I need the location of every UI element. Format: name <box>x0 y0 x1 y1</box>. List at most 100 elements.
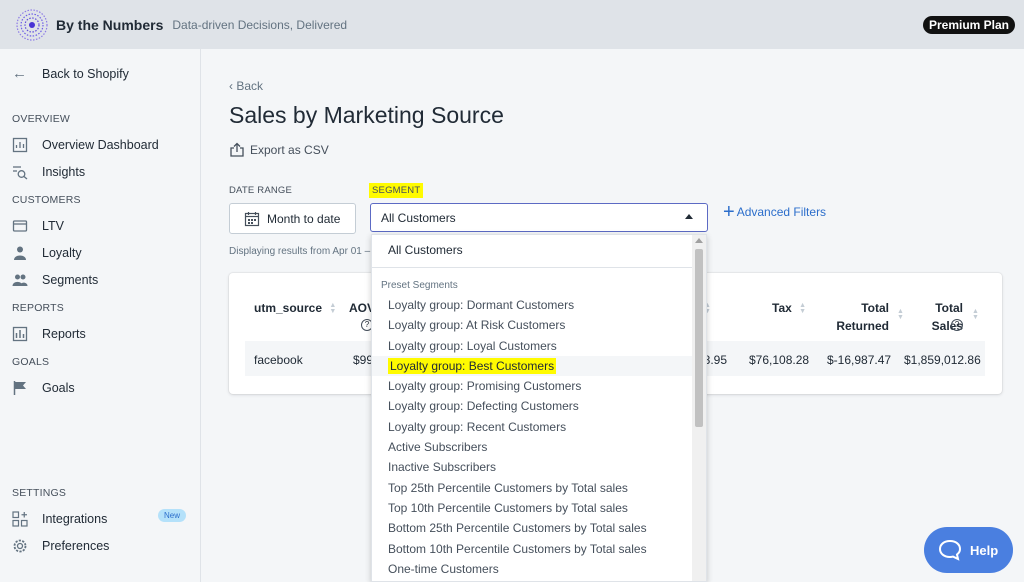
dropdown-group-label: Preset Segments <box>381 280 458 291</box>
segment-select-value: All Customers <box>381 211 456 225</box>
sidebar-item-label: Goals <box>42 381 75 395</box>
dropdown-option[interactable]: Active Subscribers <box>388 440 488 455</box>
apps-icon <box>12 511 42 527</box>
export-label: Export as CSV <box>250 143 329 157</box>
advanced-filters-button[interactable]: + Advanced Filters <box>723 202 827 222</box>
date-range-label: DATE RANGE <box>229 185 293 196</box>
date-range-button[interactable]: Month to date <box>229 203 356 234</box>
cell-utm-source: facebook <box>254 353 303 367</box>
caret-up-icon <box>685 214 693 219</box>
sort-icon: ▲ ▼ <box>329 301 337 315</box>
sidebar-item-label: Integrations <box>42 512 108 526</box>
sort-icon: ▲ ▼ <box>972 308 979 321</box>
sidebar-item-segments[interactable]: Segments <box>12 270 98 290</box>
sidebar-item-loyalty[interactable]: Loyalty <box>12 243 82 263</box>
dropdown-option[interactable]: Loyalty group: At Risk Customers <box>388 318 566 333</box>
dropdown-option[interactable]: Bottom 10th Percentile Customers by Tota… <box>388 541 647 556</box>
column-header-utm-source[interactable]: utm_source ▲ ▼ <box>254 301 337 315</box>
chat-bubble-icon <box>938 539 962 561</box>
new-badge: New <box>158 509 187 522</box>
calendar-icon <box>244 211 260 226</box>
dropdown-option-label: Loyalty group: Best Customers <box>388 357 557 374</box>
column-header-aov[interactable]: AOV <box>349 301 375 315</box>
help-button[interactable]: Help <box>924 527 1013 573</box>
cell-tax: $76,108.28 <box>749 353 810 367</box>
section-settings: SETTINGS <box>12 487 67 499</box>
advanced-filters-label: Advanced Filters <box>736 205 827 219</box>
sidebar: ← Back to Shopify OVERVIEW Overview Dash… <box>0 49 201 582</box>
gear-icon <box>12 538 42 554</box>
dropdown-option[interactable]: Inactive Subscribers <box>388 460 497 475</box>
section-overview: OVERVIEW <box>12 113 71 125</box>
dropdown-option[interactable]: Loyalty group: Promising Customers <box>388 379 582 394</box>
export-csv-button[interactable]: Export as CSV <box>229 142 329 158</box>
sidebar-item-ltv[interactable]: LTV <box>12 216 64 236</box>
dropdown-option[interactable]: Bottom 25th Percentile Customers by Tota… <box>388 521 647 536</box>
column-header-label: AOV <box>349 301 376 315</box>
section-reports: REPORTS <box>12 302 64 314</box>
date-range-value: Month to date <box>267 211 341 226</box>
sidebar-item-label: Loyalty <box>42 246 82 260</box>
column-header-label: Tax <box>772 301 792 315</box>
cell-aov: $99 <box>353 353 374 367</box>
sort-icon: ▲ ▼ <box>799 301 807 315</box>
column-header-tax[interactable]: Tax ▲ ▼ <box>772 301 807 315</box>
dropdown-option[interactable]: Loyalty group: Defecting Customers <box>388 399 579 414</box>
sidebar-item-label: Insights <box>42 165 86 179</box>
dropdown-option-all-customers[interactable]: All Customers <box>372 235 706 268</box>
sidebar-item-label: Reports <box>42 327 86 341</box>
cell-total-returned: $-16,987.47 <box>827 353 892 367</box>
segment-select[interactable]: All Customers <box>370 203 708 232</box>
person-icon <box>12 245 42 261</box>
brand-name: By the Numbers <box>56 16 164 33</box>
bar-chart-icon <box>12 326 42 342</box>
sidebar-item-overview-dashboard[interactable]: Overview Dashboard <box>12 135 159 155</box>
column-header-label: Returned <box>836 319 889 333</box>
sidebar-item-label: Preferences <box>42 539 110 553</box>
sidebar-item-reports[interactable]: Reports <box>12 324 86 344</box>
dropdown-option[interactable]: Loyalty group: Dormant Customers <box>388 298 575 312</box>
section-goals: GOALS <box>12 356 50 368</box>
dropdown-option[interactable]: Top 10th Percentile Customers by Total s… <box>388 500 628 515</box>
column-header-label: Total <box>861 301 889 315</box>
help-label: Help <box>970 542 999 558</box>
sidebar-item-integrations[interactable]: Integrations <box>12 509 107 529</box>
insights-search-icon <box>12 164 42 180</box>
dashboard-icon <box>12 137 42 153</box>
chevron-left-icon: ‹ <box>229 79 233 93</box>
scroll-up-arrow-icon[interactable] <box>695 238 703 243</box>
column-header-total-returned[interactable]: Total Returned <box>819 301 889 333</box>
dropdown-option-highlighted[interactable]: Loyalty group: Best Customers <box>372 355 706 377</box>
column-header-label: utm_source <box>254 301 323 315</box>
help-circle-icon[interactable]: ? <box>951 319 963 331</box>
displaying-results-text: Displaying results from Apr 01 – <box>229 246 371 257</box>
top-bar: By the Numbers Data-driven Decisions, De… <box>0 0 1024 49</box>
brand-logo-icon[interactable] <box>16 8 48 41</box>
sidebar-item-preferences[interactable]: Preferences <box>12 536 109 556</box>
dropdown-option[interactable]: Loyalty group: Recent Customers <box>388 419 567 434</box>
section-customers: CUSTOMERS <box>12 194 81 206</box>
back-to-shopify-link[interactable]: ← Back to Shopify <box>12 65 129 82</box>
sidebar-item-goals[interactable]: Goals <box>12 378 75 398</box>
brand-tagline: Data-driven Decisions, Delivered <box>172 17 348 32</box>
back-label: Back <box>236 79 264 93</box>
segment-label: SEGMENT <box>369 183 424 198</box>
group-icon <box>12 272 42 288</box>
dropdown-option[interactable]: One-time Customers <box>388 561 499 576</box>
plan-badge[interactable]: Premium Plan <box>922 16 1015 34</box>
cell-total-sales: $1,859,012.86 <box>904 353 981 367</box>
scrollbar-thumb[interactable] <box>695 249 703 427</box>
sort-icon: ▲ ▼ <box>704 301 711 315</box>
dropdown-option[interactable]: Loyalty group: Loyal Customers <box>388 338 557 353</box>
arrow-left-icon: ← <box>12 65 27 82</box>
flag-icon <box>12 380 42 396</box>
export-icon <box>230 142 244 157</box>
back-link[interactable]: ‹ Back <box>229 79 263 93</box>
back-to-shopify-label: Back to Shopify <box>42 66 129 81</box>
sidebar-item-insights[interactable]: Insights <box>12 162 85 182</box>
ltv-icon <box>12 218 42 234</box>
sort-icon: ▲ ▼ <box>897 308 904 321</box>
column-header-label: Total <box>935 301 963 315</box>
dropdown-option[interactable]: Top 25th Percentile Customers by Total s… <box>388 480 628 495</box>
dropdown-scrollbar[interactable] <box>692 235 706 581</box>
